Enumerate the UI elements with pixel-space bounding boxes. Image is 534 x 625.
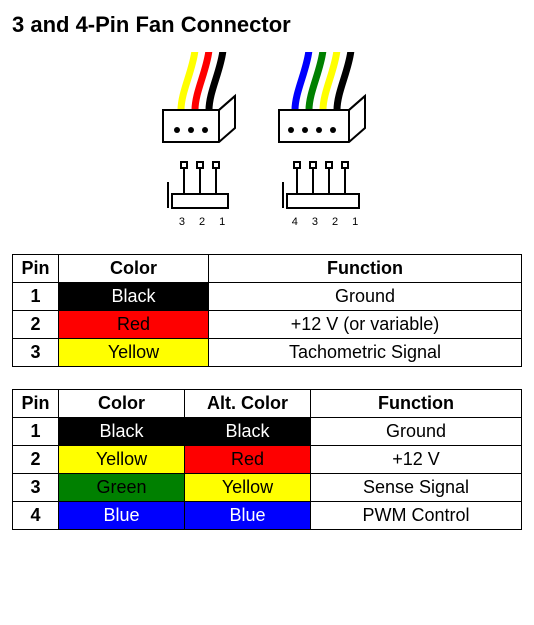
pin-labels-3: 3 2 1 — [179, 216, 225, 228]
pin-cell: 3 — [13, 474, 59, 502]
col-header-function: Function — [311, 390, 522, 418]
altcolor-cell: Black — [185, 418, 311, 446]
altcolor-cell: Blue — [185, 502, 311, 530]
altcolor-cell: Yellow — [185, 474, 311, 502]
connector-4pin: 4 3 2 1 — [273, 52, 377, 228]
connector-diagram: 3 2 1 — [12, 52, 522, 228]
pin-cell: 1 — [13, 418, 59, 446]
col-header-pin: Pin — [13, 255, 59, 283]
table-row: 2Red+12 V (or variable) — [13, 311, 522, 339]
pin-label: 2 — [332, 216, 338, 228]
header-3pin-icon — [166, 158, 238, 214]
function-cell: Tachometric Signal — [209, 339, 522, 367]
table-row: 1BlackBlackGround — [13, 418, 522, 446]
color-cell: Black — [59, 283, 209, 311]
table-row: 2YellowRed+12 V — [13, 446, 522, 474]
function-cell: Ground — [209, 283, 522, 311]
function-cell: Ground — [311, 418, 522, 446]
function-cell: +12 V (or variable) — [209, 311, 522, 339]
plug-3pin-icon — [157, 52, 247, 152]
function-cell: Sense Signal — [311, 474, 522, 502]
pin-label: 3 — [312, 216, 318, 228]
function-cell: +12 V — [311, 446, 522, 474]
pin-cell: 3 — [13, 339, 59, 367]
plug-4pin-icon — [273, 52, 377, 152]
pin-labels-4: 4 3 2 1 — [292, 216, 359, 228]
col-header-pin: Pin — [13, 390, 59, 418]
col-header-color: Color — [59, 255, 209, 283]
pin-label: 2 — [199, 216, 205, 228]
table-row: 3GreenYellowSense Signal — [13, 474, 522, 502]
color-cell: Green — [59, 474, 185, 502]
table-row: 3YellowTachometric Signal — [13, 339, 522, 367]
page-title: 3 and 4-Pin Fan Connector — [12, 12, 522, 38]
pin-cell: 1 — [13, 283, 59, 311]
color-cell: Yellow — [59, 339, 209, 367]
col-header-color: Color — [59, 390, 185, 418]
color-cell: Yellow — [59, 446, 185, 474]
pin-label: 1 — [219, 216, 225, 228]
table-3pin: Pin Color Function 1BlackGround2Red+12 V… — [12, 254, 522, 367]
pin-cell: 4 — [13, 502, 59, 530]
table-4pin: Pin Color Alt. Color Function 1BlackBlac… — [12, 389, 522, 530]
pin-label: 4 — [292, 216, 298, 228]
table-row: 1BlackGround — [13, 283, 522, 311]
header-4pin-icon — [281, 158, 369, 214]
connector-3pin: 3 2 1 — [157, 52, 247, 228]
pin-label: 3 — [179, 216, 185, 228]
col-header-function: Function — [209, 255, 522, 283]
altcolor-cell: Red — [185, 446, 311, 474]
pin-label: 1 — [352, 216, 358, 228]
pin-cell: 2 — [13, 446, 59, 474]
color-cell: Blue — [59, 502, 185, 530]
col-header-altcolor: Alt. Color — [185, 390, 311, 418]
function-cell: PWM Control — [311, 502, 522, 530]
table-row: 4BlueBluePWM Control — [13, 502, 522, 530]
color-cell: Red — [59, 311, 209, 339]
color-cell: Black — [59, 418, 185, 446]
pin-cell: 2 — [13, 311, 59, 339]
